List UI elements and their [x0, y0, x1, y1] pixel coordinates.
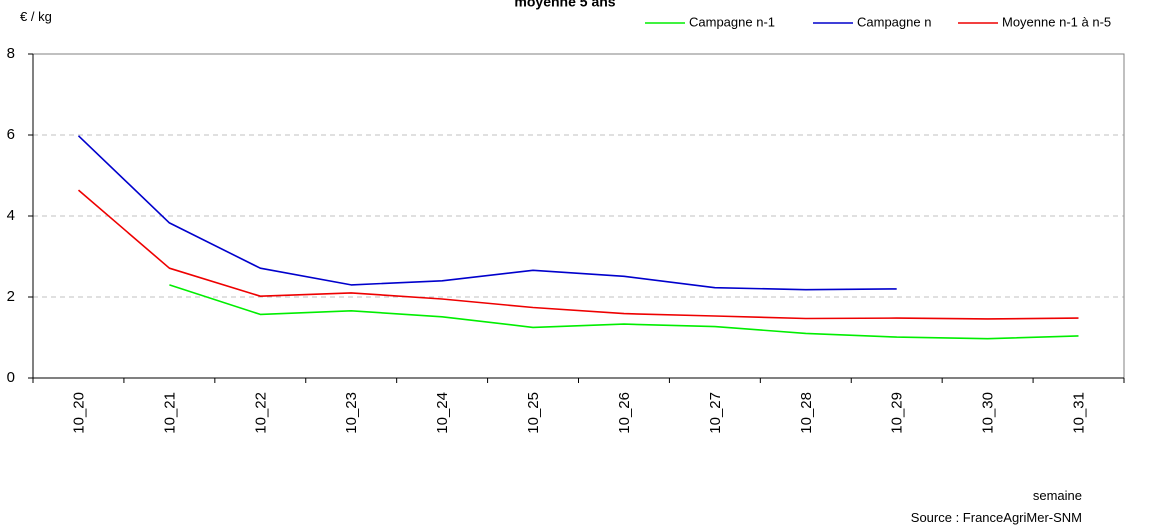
- y-tick-label: 4: [7, 207, 15, 224]
- legend-label: Moyenne n-1 à n-5: [1002, 14, 1111, 29]
- x-tick-label: 10_31: [1071, 392, 1088, 434]
- x-tick-label: 10_26: [616, 392, 633, 434]
- y-tick-label: 6: [7, 126, 15, 143]
- chart-title: moyenne 5 ans: [514, 0, 615, 10]
- x-tick-label: 10_24: [434, 392, 451, 434]
- series-lines: [77, 135, 1079, 340]
- y-tick-label: 0: [7, 369, 15, 386]
- series-line: [77, 189, 1079, 320]
- x-tick-label: 10_25: [525, 392, 542, 434]
- legend-label: Campagne n-1: [689, 14, 775, 29]
- x-tick-label: 10_29: [889, 392, 906, 434]
- x-tick-label: 10_27: [707, 392, 724, 434]
- y-axis-label: € / kg: [20, 9, 52, 24]
- x-axis-label: semaine: [1033, 488, 1082, 503]
- x-tick-label: 10_23: [343, 392, 360, 434]
- series-line: [77, 135, 897, 291]
- x-tick-label: 10_21: [161, 392, 178, 434]
- y-tick-label: 2: [7, 288, 15, 305]
- gridlines: [33, 134, 1124, 298]
- x-tick-label: 10_20: [70, 392, 87, 434]
- y-tick-label: 8: [7, 45, 15, 62]
- axes: 0 2 4 6 8 10_20 10_21 10_22 10_23 10_24 10_25 10_26…: [7, 45, 1125, 434]
- legend-label: Campagne n: [857, 14, 931, 29]
- x-tick-label: 10_30: [980, 392, 997, 434]
- series-line: [169, 284, 1079, 340]
- source-note: Source : FranceAgriMer-SNM: [911, 510, 1082, 525]
- x-tick-label: 10_22: [252, 392, 269, 434]
- x-tick-label: 10_28: [798, 392, 815, 434]
- legend: Campagne n-1 Campagne n Moyenne n-1 à n-5: [645, 14, 1111, 29]
